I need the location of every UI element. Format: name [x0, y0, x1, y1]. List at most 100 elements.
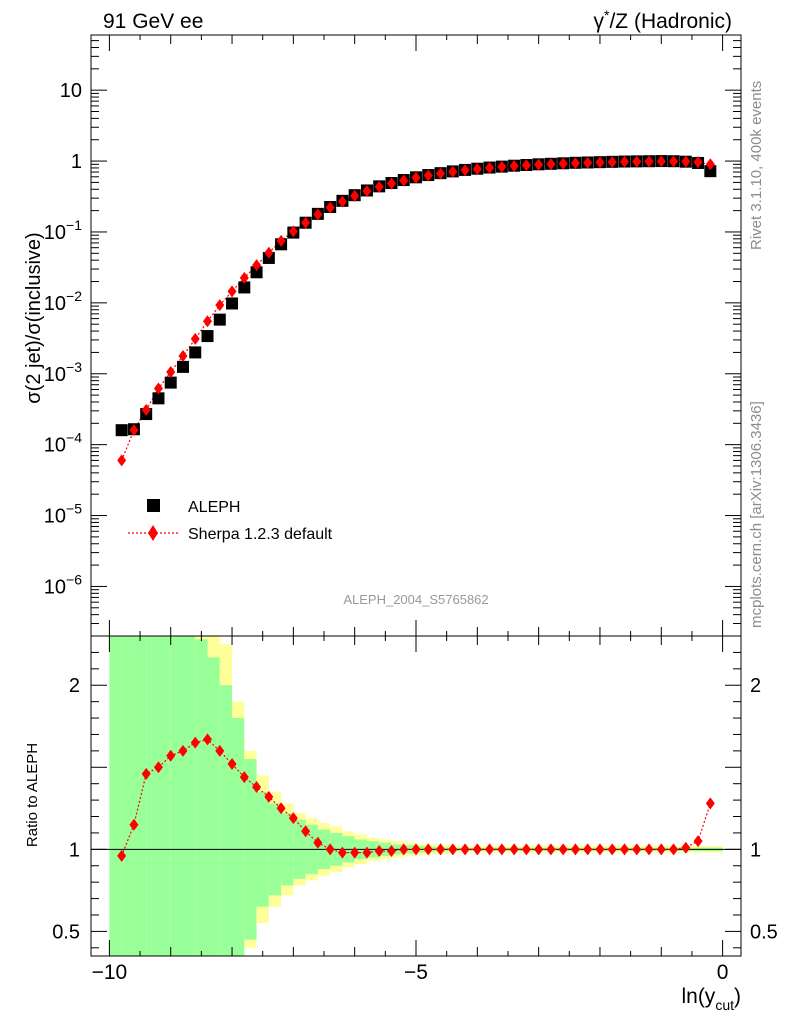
band-inner	[207, 657, 220, 956]
sherpa-point	[656, 155, 666, 168]
y-tick-label: 10	[60, 80, 82, 102]
ratio-point	[301, 825, 311, 838]
ratio-point	[178, 744, 188, 757]
sherpa-point	[399, 174, 409, 187]
y-tick-label: 10−4	[44, 430, 82, 457]
ratio-point	[288, 812, 298, 825]
sherpa-point	[153, 382, 163, 395]
ratio-point	[558, 843, 568, 856]
ratio-point	[681, 841, 691, 854]
main-plot-panel	[90, 34, 742, 637]
legend-marker-sherpa	[148, 525, 158, 541]
ratio-y-axis-label: Ratio to ALEPH	[24, 743, 41, 847]
header-left-label: 91 GeV ee	[103, 10, 203, 33]
y-tick-label: 10−2	[44, 288, 82, 315]
ratio-point	[337, 846, 347, 859]
analysis-id-label: ALEPH_2004_S5765862	[343, 592, 488, 607]
ratio-point	[460, 843, 470, 856]
ratio-series	[117, 733, 715, 862]
legend: ALEPH Sherpa 1.2.3 default	[128, 499, 333, 543]
aleph-point	[250, 266, 263, 279]
ratio-point	[619, 843, 629, 856]
ratio-point	[632, 843, 642, 856]
ratio-point	[583, 843, 593, 856]
sherpa-point	[313, 208, 323, 221]
x-axis-label: ln(ycut)	[681, 985, 741, 1013]
rivet-version-label: Rivet 3.1.10, 400k events	[748, 81, 765, 250]
band-inner	[195, 639, 208, 956]
band-inner	[133, 636, 147, 956]
sherpa-point	[337, 195, 347, 208]
ratio-point	[203, 733, 213, 746]
ratio-tick-label-right: 1	[750, 839, 761, 861]
ratio-point	[239, 771, 249, 784]
band-inner	[170, 636, 183, 956]
ratio-point	[509, 843, 519, 856]
source-label: mcplots.cern.ch [arXiv:1306.3436]	[748, 401, 765, 628]
ratio-point	[485, 843, 495, 856]
aleph-point	[176, 360, 189, 373]
ratio-point	[595, 843, 605, 856]
aleph-point	[201, 330, 214, 343]
sherpa-point	[141, 403, 151, 416]
sherpa-point	[325, 201, 335, 214]
sherpa-point	[215, 299, 225, 312]
x-tick-label: −10	[92, 961, 128, 984]
ratio-point	[669, 843, 679, 856]
ratio-point	[190, 736, 200, 749]
aleph-point	[189, 346, 202, 359]
sherpa-point	[583, 156, 593, 169]
sherpa-point	[436, 167, 446, 180]
aleph-point	[164, 376, 177, 389]
aleph-point	[115, 424, 128, 437]
sherpa-point	[534, 158, 544, 171]
sherpa-point	[460, 164, 470, 177]
header-right-label: γ*/Z (Hadronic)	[594, 7, 732, 33]
ratio-point	[534, 843, 544, 856]
sherpa-point	[669, 155, 679, 168]
aleph-point	[226, 297, 239, 310]
sherpa-point	[632, 155, 642, 168]
ratio-tick-label-left: 0.5	[52, 921, 80, 943]
sherpa-point	[178, 350, 188, 363]
sherpa-point	[485, 161, 495, 174]
ratio-point	[362, 846, 372, 859]
ratio-point	[276, 802, 286, 815]
sherpa-point	[644, 155, 654, 168]
sherpa-point	[203, 315, 213, 328]
ratio-tick-label-left: 2	[69, 675, 80, 697]
ratio-point	[644, 843, 654, 856]
ratio-point	[521, 843, 531, 856]
ratio-tick-label-left: 1	[69, 839, 80, 861]
ratio-point	[215, 744, 225, 757]
ratio-tick-label-right: 2	[750, 675, 761, 697]
y-axis-label: σ(2 jet)/σ(inclusive)	[23, 232, 45, 403]
uncertainty-bands	[109, 636, 723, 956]
sherpa-point	[350, 189, 360, 202]
sherpa-point	[607, 156, 617, 169]
aleph-point	[152, 392, 165, 405]
ratio-point	[117, 849, 127, 862]
main-frame	[90, 34, 742, 637]
sherpa-point	[619, 155, 629, 168]
ratio-point	[374, 844, 384, 857]
sherpa-point	[239, 271, 249, 284]
ratio-point	[423, 843, 433, 856]
ratio-point	[129, 818, 139, 831]
sherpa-point	[509, 159, 519, 172]
sherpa-point	[386, 177, 396, 190]
ratio-point	[448, 843, 458, 856]
sherpa-point	[362, 185, 372, 198]
aleph-point	[704, 165, 717, 178]
sherpa-point	[472, 163, 482, 176]
sherpa-point	[521, 159, 531, 172]
ratio-point	[546, 843, 556, 856]
ratio-plot-panel	[90, 635, 742, 957]
band-inner	[109, 636, 122, 956]
ratio-point	[472, 843, 482, 856]
ratio-point	[386, 844, 396, 857]
ratio-tick-label-right: 0.5	[750, 921, 778, 943]
sherpa-point	[595, 156, 605, 169]
ratio-point	[252, 780, 262, 793]
